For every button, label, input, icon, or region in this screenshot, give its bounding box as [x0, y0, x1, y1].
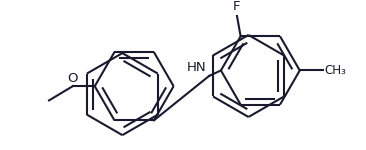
Text: HN: HN — [186, 61, 206, 74]
Text: O: O — [67, 72, 78, 86]
Text: CH₃: CH₃ — [324, 64, 346, 77]
Text: F: F — [233, 0, 240, 13]
